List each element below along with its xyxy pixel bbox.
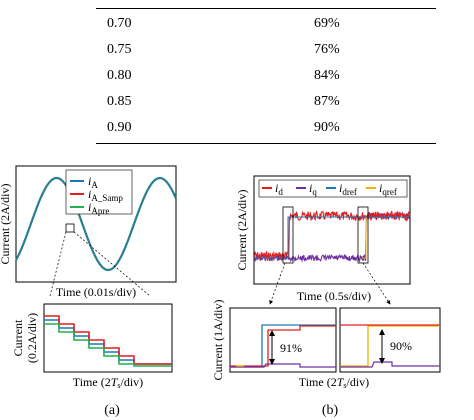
fig-b-bottom-right-plot: 90% xyxy=(339,307,441,373)
fig-b-zoom-arrow-right xyxy=(362,262,391,305)
table-bottom-rule xyxy=(96,143,436,144)
legend-a-main: i xyxy=(88,174,91,188)
fig-b-annot-91: 91% xyxy=(280,341,302,355)
fig-a-top-plot: iA iA_Samp iApre Current (2A/div) Time (… xyxy=(0,165,178,299)
fig-a-bottom-plot: Current (0.2A/div) Time (2Ts/div) (a) xyxy=(11,303,173,418)
table-row: 0.90 90% xyxy=(107,120,340,135)
fig-a-bottom-xlabel: Time (2Ts/div) xyxy=(73,375,143,390)
fig-a-legend: iA iA_Samp iApre xyxy=(65,169,133,216)
fig-b-caption: (b) xyxy=(322,403,339,418)
svg-text:iq: iq xyxy=(309,181,317,197)
fig-b-bottom-xlabel: Time (2Ts/div) xyxy=(299,375,369,390)
table-row: 0.80 84% xyxy=(107,68,340,83)
fig-b-idref-trace xyxy=(254,216,410,259)
fig-b-top-xlabel: Time (0.5s/div) xyxy=(297,289,371,303)
svg-text:iqref: iqref xyxy=(379,181,397,197)
svg-text:id: id xyxy=(275,181,283,197)
fig-b-iqref-trace xyxy=(362,217,367,259)
fig-b-bottom-left-plot: 91% xyxy=(229,307,337,373)
fig-a-bottom-ylabel-1: Current xyxy=(11,319,25,356)
fig-a-zoom-box xyxy=(65,223,75,233)
table-header-rule xyxy=(96,8,436,9)
fig-a-stair-green xyxy=(44,323,172,367)
fig-b-top-ylabel: Current (2A/div) xyxy=(235,190,249,271)
fig-a-zoom-line xyxy=(49,231,67,297)
table-row: 0.75 76% xyxy=(107,42,340,57)
fig-b-id-trace xyxy=(253,210,410,261)
fig-b-top-plot: id iq idref iqref Current (2A/div) Time … xyxy=(235,175,411,305)
fig-b-annot-90: 90% xyxy=(390,339,412,353)
fig-b-legend: id iq idref iqref xyxy=(258,179,408,198)
fig-a-top-xlabel: Time (0.01s/div) xyxy=(56,285,136,299)
fig-a-stair-red xyxy=(44,315,172,365)
svg-text:idref: idref xyxy=(339,181,357,197)
fig-b-zoom-box-left xyxy=(282,206,294,264)
fig-a-top-ylabel: Current (2A/div) xyxy=(0,184,12,265)
table-row: 0.70 69% xyxy=(107,16,340,31)
fig-a-sine-curve xyxy=(15,176,178,272)
fig-a-zoom-line xyxy=(73,231,151,297)
svg-text:iApre: iApre xyxy=(88,200,109,216)
fig-a-caption: (a) xyxy=(104,403,120,418)
fig-b-zoom-arrow-left xyxy=(269,262,286,305)
fig-a-bottom-ylabel-2: (0.2A/div) xyxy=(25,313,39,363)
table-row: 0.85 87% xyxy=(107,94,340,109)
svg-text:iA_Samp: iA_Samp xyxy=(88,187,123,203)
svg-text:iA: iA xyxy=(88,174,98,190)
fig-b-bottom-ylabel: Current (1A/div) xyxy=(211,300,225,381)
fig-a-bottom-frame xyxy=(43,303,173,373)
